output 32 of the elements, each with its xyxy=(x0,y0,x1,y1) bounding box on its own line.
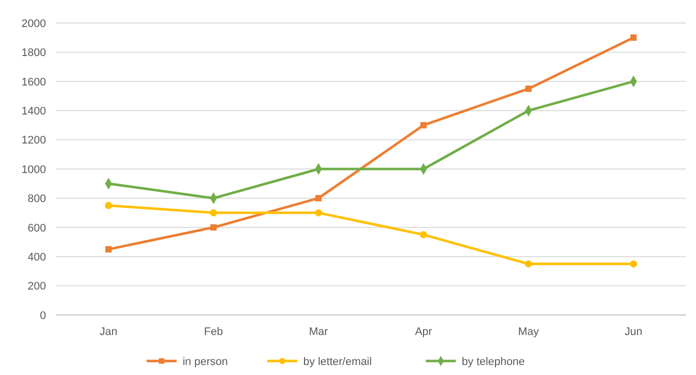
y-tick-label: 1600 xyxy=(22,76,46,88)
point xyxy=(105,246,112,252)
point xyxy=(630,260,638,268)
point xyxy=(210,209,218,216)
y-tick-label: 1200 xyxy=(22,134,46,147)
point xyxy=(630,34,637,41)
point xyxy=(420,122,427,128)
y-tick-label: 800 xyxy=(28,193,46,206)
point xyxy=(525,86,532,92)
point xyxy=(315,195,322,202)
legend-label: in person xyxy=(182,356,228,368)
x-tick-label: Jun xyxy=(624,326,642,338)
point xyxy=(104,202,112,210)
y-tick-label: 1000 xyxy=(22,164,46,176)
x-tick-label: Jan xyxy=(100,326,118,338)
x-tick-label: Apr xyxy=(414,326,432,338)
legend-label: by letter/email xyxy=(303,356,372,368)
y-tick-label: 0 xyxy=(40,310,46,322)
legend-label: by telephone xyxy=(462,356,525,368)
y-tick-label: 200 xyxy=(28,280,46,293)
y-tick-label: 1400 xyxy=(22,105,46,118)
y-tick-label: 2000 xyxy=(22,18,46,30)
y-tick-label: 600 xyxy=(28,222,46,234)
x-tick-label: Mar xyxy=(309,326,328,338)
x-tick-label: May xyxy=(518,326,540,338)
point xyxy=(210,224,217,231)
y-tick-label: 400 xyxy=(28,251,46,264)
point xyxy=(420,231,428,238)
point xyxy=(524,260,532,268)
x-tick-label: Feb xyxy=(204,326,223,338)
point xyxy=(314,209,322,216)
y-tick-label: 1800 xyxy=(22,47,46,60)
